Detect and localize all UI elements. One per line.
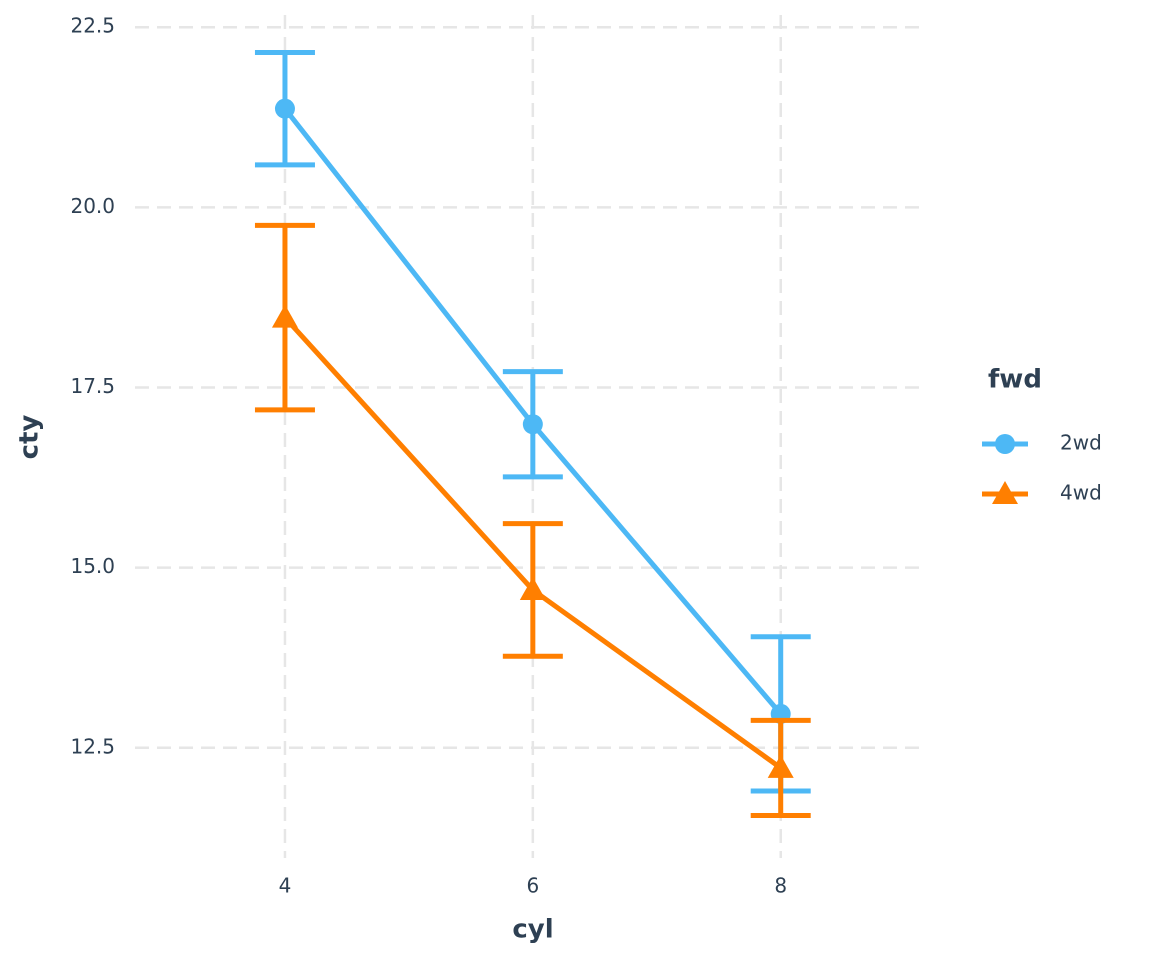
legend-label: 2wd bbox=[1060, 431, 1102, 455]
point bbox=[522, 414, 543, 435]
point bbox=[519, 576, 546, 600]
x-tick-label: 4 bbox=[279, 874, 292, 898]
legend-label: 4wd bbox=[1060, 481, 1102, 505]
y-tick-label: 12.5 bbox=[70, 734, 115, 758]
legend-marker bbox=[995, 434, 1015, 454]
y-tick-label: 17.5 bbox=[70, 374, 115, 398]
x-tick-label: 6 bbox=[526, 874, 539, 898]
point bbox=[271, 304, 298, 328]
legend-marker bbox=[992, 481, 1018, 504]
legend-title: fwd bbox=[988, 365, 1042, 395]
y-tick-label: 20.0 bbox=[70, 194, 115, 218]
x-axis-title: cyl bbox=[512, 915, 553, 945]
point bbox=[274, 98, 295, 119]
point bbox=[767, 754, 794, 778]
y-tick-label: 15.0 bbox=[70, 554, 115, 578]
y-tick-label: 22.5 bbox=[70, 14, 115, 38]
x-tick-label: 8 bbox=[774, 874, 787, 898]
y-axis-title: cty bbox=[15, 415, 45, 460]
